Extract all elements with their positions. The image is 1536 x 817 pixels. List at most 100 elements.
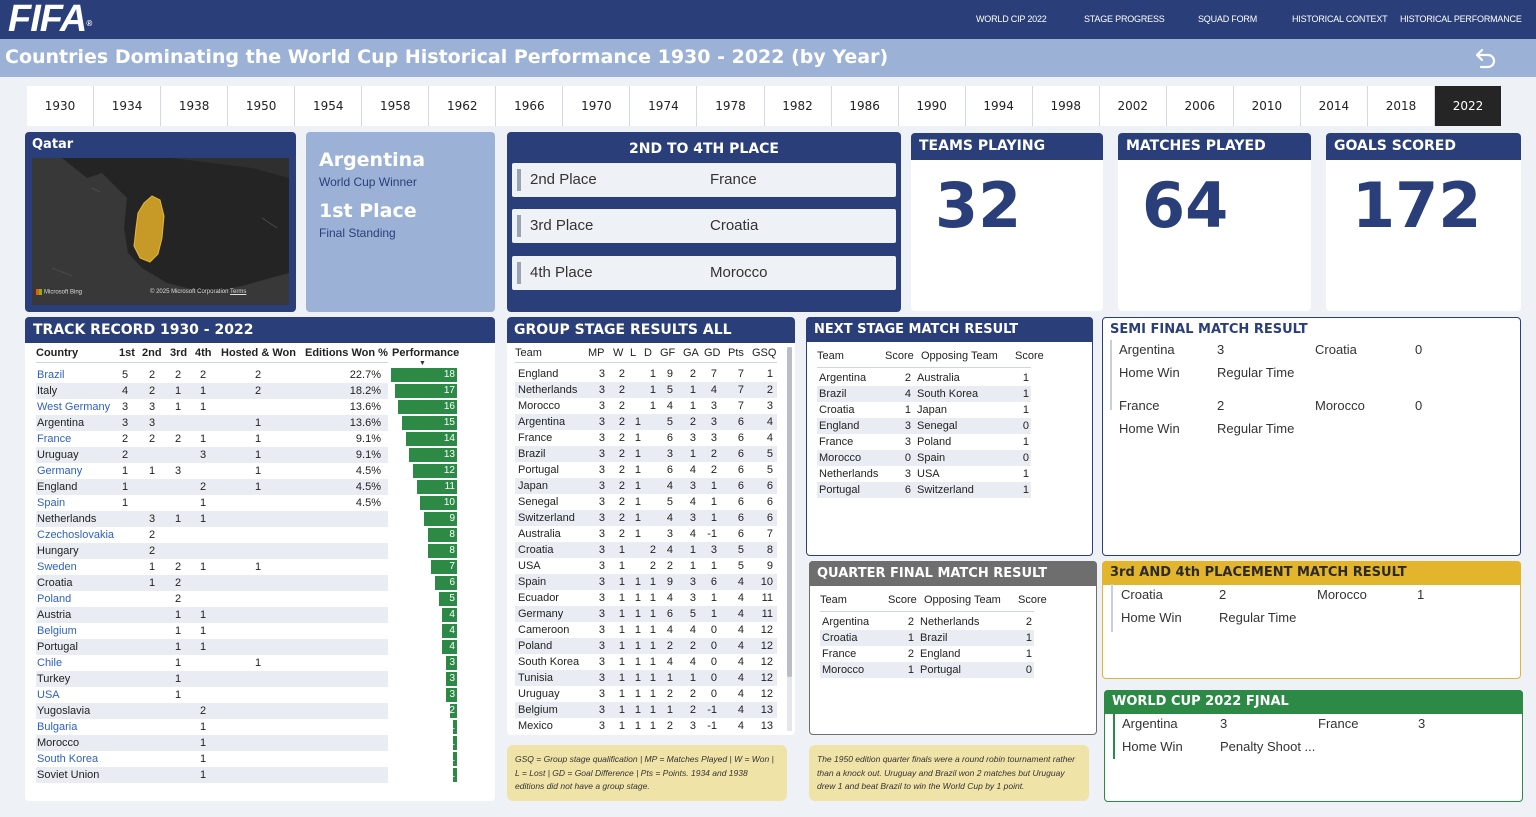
table-row[interactable]: Italy 4 2 1 1 2 18.2% [36, 383, 388, 399]
country-name[interactable]: Chile [37, 657, 63, 669]
performance-bar[interactable]: 7 [431, 560, 457, 574]
performance-bar[interactable]: 4 [442, 624, 457, 638]
table-row[interactable]: Germany 3 1 1 1 6 5 1 4 11 [515, 606, 777, 622]
nav-link-stage-progress[interactable]: STAGE PROGRESS [1084, 14, 1165, 24]
performance-bar[interactable]: 2 [449, 704, 457, 718]
table-row[interactable]: USA 3 1 2 2 1 1 5 9 [515, 558, 777, 574]
table-row[interactable]: Switzerland 3 2 1 4 3 1 6 6 [515, 510, 777, 526]
year-2002[interactable]: 2002 [1099, 86, 1167, 126]
table-row[interactable]: Argentina 3 3 1 13.6% [36, 415, 388, 431]
table-row[interactable]: Brazil 5 2 2 2 2 22.7% [36, 367, 388, 383]
country-name[interactable]: Portugal [37, 641, 78, 653]
year-2014[interactable]: 2014 [1300, 86, 1368, 126]
year-2018[interactable]: 2018 [1367, 86, 1435, 126]
country-name[interactable]: Argentina [37, 417, 85, 429]
performance-bar[interactable]: 14 [405, 432, 457, 446]
table-row[interactable]: Croatia 1 Japan 1 [817, 402, 1031, 418]
table-row[interactable]: South Korea 3 1 1 1 4 4 0 4 12 [515, 654, 777, 670]
nav-link-world-cup-2022[interactable]: WORLD CIP 2022 [976, 14, 1047, 24]
quarter-header-cell[interactable]: Score [1018, 594, 1047, 606]
table-row[interactable]: Uruguay 2 3 1 9.1% [36, 447, 388, 463]
quarter-header-cell[interactable]: Team [820, 594, 847, 606]
group-header-cell[interactable]: L [630, 347, 637, 359]
table-row[interactable]: USA 1 [36, 687, 388, 703]
track-header-cell[interactable]: Performance [392, 347, 460, 359]
country-name[interactable]: Brazil [37, 369, 65, 381]
track-header-cell[interactable]: 4th [195, 347, 212, 359]
performance-bar[interactable]: 12 [413, 464, 457, 478]
track-header-cell[interactable]: 3rd [170, 347, 188, 359]
table-row[interactable]: Sweden 1 2 1 1 [36, 559, 388, 575]
table-row[interactable]: Portugal 3 2 1 6 4 2 6 5 [515, 462, 777, 478]
performance-bar[interactable]: 4 [442, 608, 457, 622]
table-row[interactable]: Chile 1 1 [36, 655, 388, 671]
table-row[interactable]: Hungary 2 [36, 543, 388, 559]
table-row[interactable]: Czechoslovakia 2 [36, 527, 388, 543]
scrollbar-thumb[interactable] [787, 347, 792, 677]
performance-bar[interactable]: 8 [427, 528, 457, 542]
next_stage-header-cell[interactable]: Score [1015, 350, 1044, 362]
performance-bar[interactable]: 18 [391, 368, 457, 382]
year-2006[interactable]: 2006 [1166, 86, 1234, 126]
host-map[interactable]: Microsoft Bing © 2025 Microsoft Corporat… [32, 158, 289, 305]
table-row[interactable]: South Korea 1 [36, 751, 388, 767]
table-row[interactable]: Argentina 2 Netherlands 2 [820, 614, 1034, 630]
table-row[interactable]: Bulgaria 1 [36, 719, 388, 735]
performance-bar[interactable]: 15 [402, 416, 457, 430]
table-row[interactable]: Austria 1 1 [36, 607, 388, 623]
table-row[interactable]: Portugal 6 Switzerland 1 [817, 482, 1031, 498]
group-stage-scrollbar[interactable] [787, 347, 792, 731]
sort-desc-icon[interactable]: ▼ [419, 360, 426, 367]
table-row[interactable]: West Germany 3 3 1 1 13.6% [36, 399, 388, 415]
table-row[interactable]: France 2 2 2 1 1 9.1% [36, 431, 388, 447]
year-1970[interactable]: 1970 [563, 86, 631, 126]
year-1998[interactable]: 1998 [1032, 86, 1100, 126]
year-1938[interactable]: 1938 [161, 86, 229, 126]
year-1954[interactable]: 1954 [295, 86, 363, 126]
table-row[interactable]: Mexico 3 1 1 1 2 3 -1 4 13 [515, 718, 777, 731]
table-row[interactable]: Tunisia 3 1 1 1 1 1 0 4 12 [515, 670, 777, 686]
country-name[interactable]: Czechoslovakia [37, 529, 115, 541]
country-name[interactable]: Yugoslavia [37, 705, 91, 717]
performance-bar[interactable]: 1 [449, 768, 457, 782]
table-row[interactable]: Senegal 3 2 1 5 4 1 6 6 [515, 494, 777, 510]
year-1950[interactable]: 1950 [228, 86, 296, 126]
table-row[interactable]: Morocco 1 [36, 735, 388, 751]
performance-bar[interactable]: 6 [435, 576, 457, 590]
nav-link-squad-form[interactable]: SQUAD FORM [1198, 14, 1258, 24]
performance-bar[interactable]: 16 [398, 400, 457, 414]
year-1990[interactable]: 1990 [898, 86, 966, 126]
table-row[interactable]: England 1 2 1 4.5% [36, 479, 388, 495]
country-name[interactable]: Netherlands [37, 513, 97, 525]
country-name[interactable]: Poland [37, 593, 72, 605]
year-1994[interactable]: 1994 [965, 86, 1033, 126]
table-row[interactable]: Australia 3 2 1 3 4 -1 6 7 [515, 526, 777, 542]
performance-bar[interactable]: 3 [446, 656, 457, 670]
year-1978[interactable]: 1978 [697, 86, 765, 126]
track-header-cell[interactable]: Country [36, 347, 79, 359]
country-name[interactable]: Belgium [37, 625, 77, 637]
year-1966[interactable]: 1966 [496, 86, 564, 126]
group-header-cell[interactable]: MP [588, 347, 605, 359]
table-row[interactable]: Morocco 1 Portugal 0 [820, 662, 1034, 678]
table-row[interactable]: Uruguay 3 1 1 1 2 2 0 4 12 [515, 686, 777, 702]
nav-link-historical-context[interactable]: HISTORICAL CONTEXT [1292, 14, 1388, 24]
table-row[interactable]: Netherlands 3 USA 1 [817, 466, 1031, 482]
country-name[interactable]: Bulgaria [37, 721, 78, 733]
next_stage-header-cell[interactable]: Opposing Team [921, 350, 998, 362]
country-name[interactable]: Spain [37, 497, 66, 509]
track-header-cell[interactable]: 1st [119, 347, 135, 359]
table-row[interactable]: Belgium 3 1 1 1 1 2 -1 4 13 [515, 702, 777, 718]
country-name[interactable]: Italy [37, 385, 58, 397]
performance-bar[interactable]: 10 [420, 496, 457, 510]
table-row[interactable]: Portugal 1 1 [36, 639, 388, 655]
year-1934[interactable]: 1934 [94, 86, 162, 126]
map-terms-link[interactable]: Terms [230, 289, 247, 295]
performance-bar[interactable]: 3 [446, 672, 457, 686]
group-header-cell[interactable]: Pts [728, 347, 744, 359]
table-row[interactable]: Croatia 1 2 [36, 575, 388, 591]
country-name[interactable]: South Korea [37, 753, 99, 765]
year-1974[interactable]: 1974 [630, 86, 698, 126]
performance-bar[interactable]: 11 [416, 480, 457, 494]
table-row[interactable]: Ecuador 3 1 1 1 4 3 1 4 11 [515, 590, 777, 606]
